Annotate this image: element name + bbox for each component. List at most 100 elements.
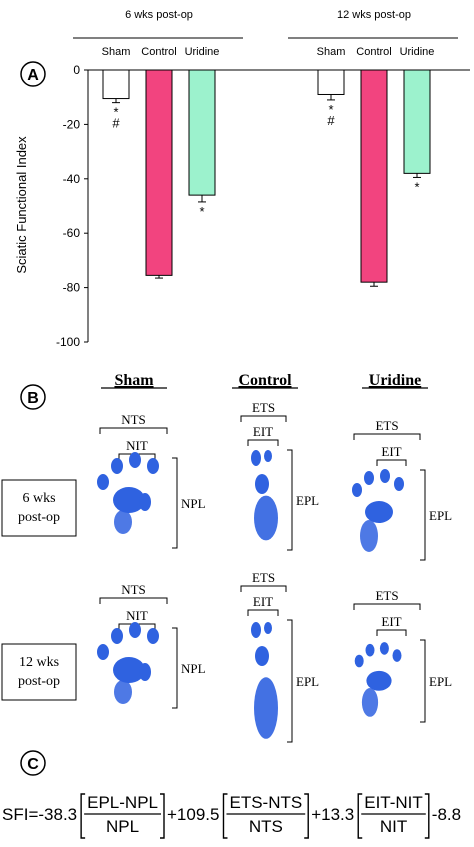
- significance-marker: #: [112, 116, 120, 131]
- pad-print: [255, 474, 269, 494]
- row-label-box: [1, 479, 77, 537]
- row-label-box: [1, 643, 77, 701]
- group-header: 12 wks post-op: [337, 9, 411, 21]
- formula-coef2: +109.5: [167, 805, 219, 824]
- toe-print: [251, 622, 261, 638]
- pl-sham-bracket: [172, 627, 178, 709]
- toe-print: [379, 642, 389, 655]
- toe-print: [394, 477, 404, 491]
- ts-sham-label: NTS: [121, 412, 146, 427]
- panel-b-badge: [20, 384, 46, 410]
- panel-c-label: C: [27, 756, 39, 773]
- formula-term1-denominator: NPL: [106, 817, 139, 836]
- significance-marker: *: [414, 179, 419, 194]
- category-label: Control: [141, 46, 176, 58]
- y-tick-label: 0: [73, 63, 80, 77]
- y-tick-label: -100: [56, 335, 80, 349]
- formula-prefix: SFI=-38.3: [2, 805, 77, 824]
- toe-print: [129, 452, 141, 468]
- significance-marker: #: [327, 113, 335, 128]
- heel-print: [114, 680, 132, 704]
- bar: [102, 69, 130, 100]
- toe-print: [111, 628, 123, 644]
- toe-print: [111, 458, 123, 474]
- toe-print: [365, 643, 375, 657]
- heel-print: [254, 495, 278, 541]
- pad-print: [139, 663, 151, 681]
- toe-print: [352, 483, 362, 497]
- bar: [145, 69, 173, 276]
- formula-term1-left-bracket: [80, 793, 86, 839]
- row-label-line1: 12 wks: [19, 655, 59, 670]
- ts-uridine-label: ETS: [375, 418, 398, 433]
- ts-sham-bracket: [99, 427, 168, 434]
- panel-c-badge: [20, 750, 46, 776]
- significance-marker: *: [328, 102, 333, 117]
- toe-print: [147, 458, 159, 474]
- formula-term2-numerator: ETS-NTS: [229, 793, 302, 812]
- category-label: Sham: [102, 46, 131, 58]
- formula-term2-denominator: NTS: [249, 817, 283, 836]
- pl-uridine-label: EPL: [429, 508, 452, 523]
- sfi-formula: SFI=-38.3 EPL-NPL NPL +109.5 ETS-NTS NTS +13.3…: [2, 793, 461, 839]
- column-header: Control: [238, 372, 292, 389]
- ts-control-bracket: [240, 585, 287, 592]
- it-control-bracket: [247, 439, 279, 446]
- toe-print: [392, 649, 402, 662]
- bar: [360, 69, 388, 283]
- pl-uridine-label: EPL: [429, 674, 452, 689]
- formula-term2-right-bracket: [304, 793, 309, 839]
- y-tick-label: -20: [63, 117, 81, 131]
- row-label-line2: post-op: [18, 510, 60, 525]
- toe-print: [129, 622, 141, 638]
- ts-sham-bracket: [99, 597, 168, 604]
- category-label: Control: [356, 46, 391, 58]
- it-uridine-label: EIT: [381, 614, 401, 629]
- panel-a-label: A: [27, 67, 39, 84]
- heel-print: [361, 688, 379, 717]
- category-label: Uridine: [185, 46, 220, 58]
- toe-print: [264, 450, 272, 462]
- column-header: Uridine: [369, 372, 421, 389]
- y-tick-label: -40: [63, 172, 81, 186]
- toe-print: [97, 644, 109, 660]
- panel-b-label: B: [27, 390, 39, 407]
- pl-uridine-bracket: [420, 469, 426, 561]
- ts-uridine-bracket: [353, 433, 421, 440]
- y-tick-label: -80: [63, 281, 81, 295]
- formula-term3-right-bracket: [424, 793, 430, 839]
- toe-print: [147, 628, 159, 644]
- panel-b: B Sham Control Uridine 6 wks post-op 12 wks po…: [1, 372, 452, 743]
- pad-print: [113, 657, 145, 683]
- pl-sham-label: NPL: [181, 661, 206, 676]
- column-header: Sham: [114, 372, 154, 389]
- pad-print: [113, 487, 145, 513]
- category-label: Sham: [317, 46, 346, 58]
- it-sham-label: NIT: [126, 608, 148, 623]
- formula-term1-right-bracket: [160, 793, 165, 839]
- toe-print: [264, 622, 272, 634]
- bar: [317, 69, 345, 95]
- it-control-label: EIT: [253, 424, 273, 439]
- it-uridine-bracket: [376, 459, 407, 466]
- toe-print: [97, 474, 109, 490]
- formula-term3-numerator: EIT-NIT: [364, 793, 423, 812]
- pad-print: [365, 501, 393, 523]
- bars: *#**#*: [102, 69, 431, 287]
- pl-control-label: EPL: [296, 493, 319, 508]
- group-header: 6 wks post-op: [125, 9, 193, 21]
- pad-print: [255, 646, 269, 666]
- heel-print: [114, 510, 132, 534]
- formula-term2-left-bracket: [222, 793, 228, 839]
- it-uridine-label: EIT: [381, 444, 401, 459]
- panel-c: C SFI=-38.3 EPL-NPL NPL +109.5 ETS-NTS NTS +13…: [2, 750, 461, 839]
- pad-print: [366, 670, 392, 691]
- ts-control-label: ETS: [252, 400, 275, 415]
- ts-sham-label: NTS: [121, 582, 146, 597]
- formula-coef3: +13.3: [311, 805, 354, 824]
- bar: [188, 69, 216, 196]
- ts-uridine-label: ETS: [375, 588, 398, 603]
- panel-a-badge: [20, 61, 46, 87]
- heel-print: [360, 520, 378, 552]
